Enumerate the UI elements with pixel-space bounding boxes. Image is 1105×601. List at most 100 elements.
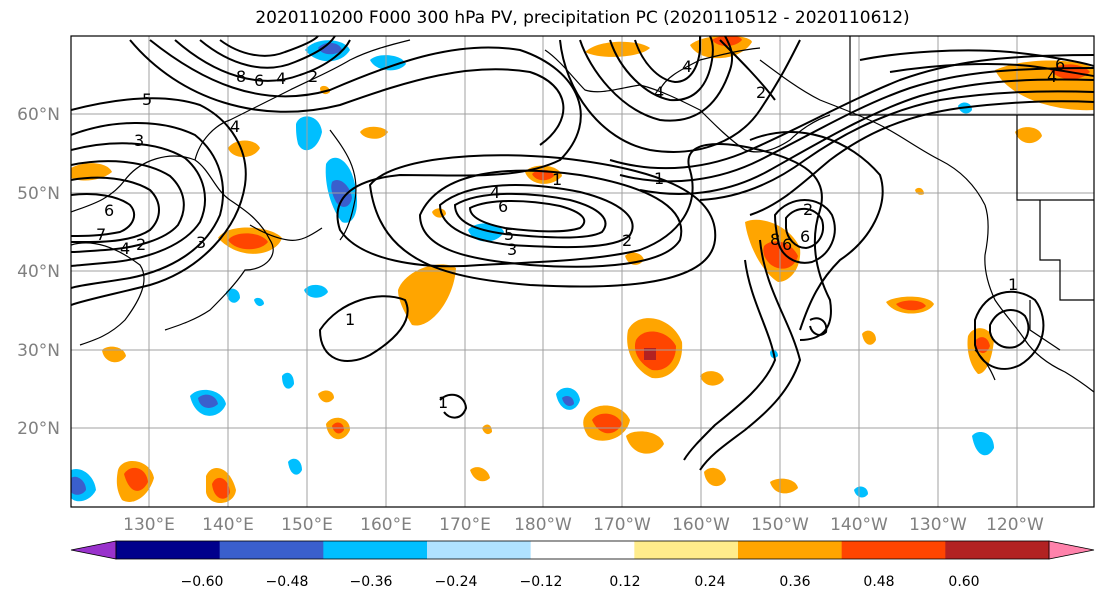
pv-contour-line [989,308,1030,349]
precip-blob [124,467,148,491]
colorbar-segment [427,541,532,559]
longitude-labels: 130°E 140°E 150°E 160°E 170°E 180°W 170°… [123,515,1044,535]
precip-blob [370,55,406,71]
contour-label: 4 [230,117,240,136]
pv-contour-line [889,63,1094,77]
precip-blob [228,140,260,157]
colorbar-segment [738,541,843,559]
contour-label: 2 [803,200,813,219]
colorbar-tick: −0.48 [266,574,309,590]
colorbar-tick: −0.12 [520,574,563,590]
precip-blob [360,126,388,139]
map-frame [70,35,1095,508]
precip-blob [763,241,798,269]
lat-label: 30°N [17,341,60,361]
pv-contour-line [859,49,1094,67]
colorbar-segment [841,541,946,559]
colorbar-segments [116,541,1050,559]
contour-label: 4 [276,69,286,88]
pv-contour-line [609,54,1094,170]
pv-contour-line [809,317,828,336]
precip-blob [974,337,990,354]
colorbar-ticks: −0.60 −0.48 −0.36 −0.24 −0.12 0.12 0.24 … [181,574,980,590]
contour-label: 6 [254,71,264,90]
pv-contour-line [71,193,136,237]
contour-label: 6 [104,201,114,220]
pv-contour-line [418,169,683,268]
contour-label: 2 [622,231,632,250]
lat-label: 20°N [17,419,60,439]
colorbar-segment [530,541,635,559]
pv-contour-line [773,199,836,264]
contour-label: 1 [345,310,355,329]
lon-label: 160°W [672,515,730,535]
pv-contour-line [699,90,1094,201]
colorbar-segment [219,541,324,559]
precip-blob [585,41,650,57]
contour-label: 5 [504,225,514,244]
pv-contour-line [71,160,185,253]
contour-label: 4 [490,183,500,202]
pv-contour-line [71,142,206,267]
pv-contour-line [149,39,832,341]
colorbar-tick: 0.48 [863,574,894,590]
contour-label: 1 [438,393,448,412]
lon-label: 160°E [360,515,412,535]
pv-contour-line [683,259,777,461]
precip-blob [896,300,926,311]
precip-blob [304,284,328,298]
contour-label: 4 [654,83,664,102]
pv-contour-line [199,36,336,69]
lat-label: 60°N [17,105,60,125]
contour-label: 1 [1008,275,1018,294]
contour-label: 7 [96,225,106,244]
colorbar-extend-low [70,540,117,560]
precip-blob [482,424,492,435]
colorbar-tick: −0.60 [181,574,224,590]
precip-blob [212,477,230,499]
pv-contour-line [559,39,801,153]
colorbar: −0.60 −0.48 −0.36 −0.24 −0.12 0.12 0.24 … [70,540,1095,590]
precip-blob [296,116,322,151]
contour-label: 3 [507,240,517,259]
lat-label: 40°N [17,262,60,282]
colorbar-tick: 0.24 [694,574,725,590]
pv-contour-line [619,67,1094,183]
contour-label: 8 [770,230,780,249]
lon-label: 130°E [123,515,175,535]
precip-blob [228,233,268,250]
lon-label: 140°E [202,515,254,535]
colorbar-segment [116,541,221,559]
precip-blob [626,431,664,454]
lon-label: 170°W [593,515,651,535]
precip-blob [770,478,798,494]
precip-blob [398,264,456,326]
pv-contour-line [71,176,160,243]
contour-label: 4 [120,239,130,258]
precip-blob [972,432,994,456]
colorbar-segment [945,541,1050,559]
pv-contour-line [579,36,734,122]
contour-label: 6 [800,227,810,246]
colorbar-tick: 0.12 [609,574,640,590]
contour-label: 2 [136,235,146,254]
pv-contour-line [368,154,717,288]
precip-blob [288,458,302,475]
pv-contour-line [699,239,802,471]
pv-contour-line [609,36,714,102]
precip-blob [318,42,342,55]
precip-blob [102,346,126,363]
precip-blob [562,396,574,406]
pv-contour-line [129,39,565,146]
pv-contour-line [71,122,224,289]
precip-blob [700,371,724,386]
pv-contour-line [453,192,607,239]
contour-label: 6 [1055,55,1065,74]
contour-label: 2 [756,83,766,102]
pv-contour-line [749,131,884,331]
precip-blob [198,394,218,408]
colorbar-segment [323,541,428,559]
colorbar-tick: −0.24 [435,574,478,590]
lon-label: 130°W [909,515,967,535]
